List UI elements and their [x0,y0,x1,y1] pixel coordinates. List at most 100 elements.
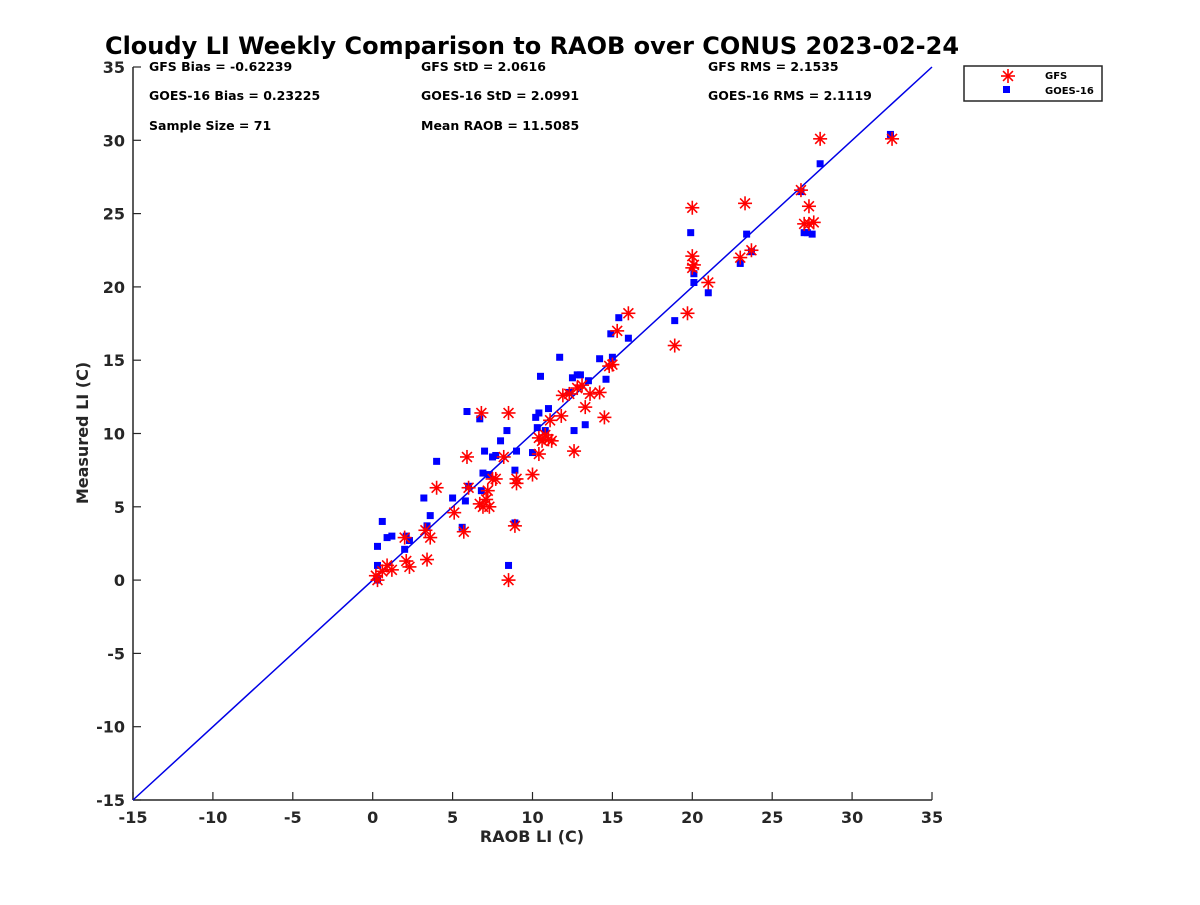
gfs-point [418,523,433,538]
gfs-point [885,131,900,146]
legend: GFS GOES-16 [963,65,1103,102]
goes16-point [803,229,811,237]
goes16-point [463,408,471,416]
gfs-point [738,196,753,211]
goes16-point [535,409,543,417]
legend-goes-marker [1003,86,1010,93]
goes16-point [458,523,466,531]
goes16-point [388,532,396,540]
gfs-point [621,306,636,321]
gfs-point [402,559,417,574]
goes16-point [433,457,441,465]
y-tick-label: 30 [103,131,125,150]
gfs-point [554,408,569,423]
gfs-point [525,467,540,482]
y-tick-label: -5 [107,644,125,663]
goes16-point [581,421,589,429]
stat-gfs-std: GFS StD = 2.0616 [421,59,546,74]
goes16-point [532,413,540,421]
gfs-point [562,386,577,401]
goes16-point [576,371,584,379]
gfs-point [806,215,821,230]
goes16-point [570,427,578,435]
gfs-point [509,471,524,486]
goes16-point [378,517,386,525]
gfs-point [480,483,495,498]
goes16-point [401,545,409,553]
goes16-point [624,334,632,342]
goes16-point [405,537,413,545]
x-tick-label: 5 [447,808,458,827]
goes16-point [426,512,434,520]
goes16-point [602,375,610,383]
y-tick-label: 5 [114,498,125,517]
goes16-point [383,534,391,542]
goes16-point [743,230,751,238]
goes16-point [568,374,576,382]
y-tick-label: 15 [103,351,125,370]
one-to-one-line [132,66,933,801]
goes16-point [584,377,592,385]
y-tick-label: -10 [96,718,125,737]
gfs-point [744,243,759,258]
x-tick-label: 20 [681,808,703,827]
gfs-point [507,518,522,533]
gfs-point [610,323,625,338]
goes16-point [533,424,541,432]
x-axis-label: RAOB LI (C) [480,827,584,846]
y-tick-label: 0 [114,571,125,590]
goes16-point [615,314,623,322]
goes16-point [485,471,493,479]
gfs-point [733,250,748,265]
goes16-point [373,561,381,569]
goes16-point [513,447,521,455]
goes16-point [505,561,513,569]
stat-gfs-rms: GFS RMS = 2.1535 [708,59,839,74]
goes16-point [608,353,616,361]
goes16-point [690,270,698,278]
gfs-point [420,552,435,567]
points-layer [368,130,900,588]
goes16-point [886,130,894,138]
legend-box [963,65,1103,102]
goes16-point [511,466,519,474]
reference-line-layer [132,66,933,801]
goes16-point [536,372,544,380]
goes16-point [492,451,500,459]
chart-title: Cloudy LI Weekly Comparison to RAOB over… [105,32,959,60]
gfs-point [456,524,471,539]
gfs-point [605,357,620,372]
goes16-point [503,427,511,435]
gfs-point [592,385,607,400]
gfs-point [685,249,700,264]
goes16-point [461,497,469,505]
gfs-point [667,338,682,353]
x-tick-label: -15 [119,808,148,827]
goes16-point [671,317,679,325]
goes16-point [449,494,457,502]
goes16-point [556,353,564,361]
goes16-point [687,229,695,237]
y-tick-label: -15 [96,791,125,810]
gfs-point [423,530,438,545]
gfs-point [567,444,582,459]
goes16-point [373,542,381,550]
gfs-point [501,405,516,420]
gfs-point [501,573,516,588]
stat-goes-std: GOES-16 StD = 2.0991 [421,88,579,103]
y-tick-label: 25 [103,205,125,224]
gfs-point [482,499,497,514]
gfs-point [474,405,489,420]
goes16-point [607,330,615,338]
gfs-point [447,505,462,520]
y-tick-label: 35 [103,58,125,77]
goes16-point [690,279,698,287]
goes16-point [544,405,552,413]
gfs-point [384,562,399,577]
stat-goes-bias: GOES-16 Bias = 0.23225 [149,88,320,103]
gfs-point [531,447,546,462]
x-tick-label: 10 [521,808,543,827]
axes-layer: -15 -10 -5 0 5 10 15 20 25 30 35 -15 -10 -5 0 5 10 15 20 25… [96,58,943,827]
